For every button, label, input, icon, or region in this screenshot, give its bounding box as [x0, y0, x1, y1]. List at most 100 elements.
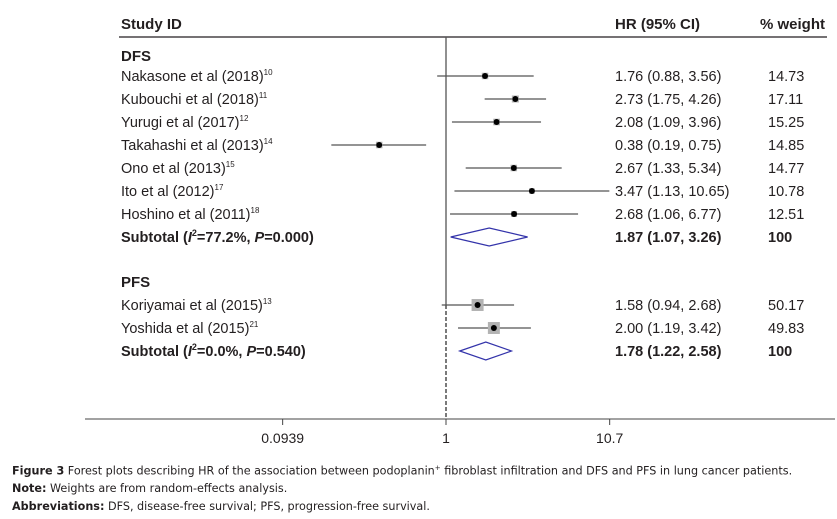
study-row: Yurugi et al (2017)12 2.08 (1.09, 3.96) 15…: [121, 114, 804, 131]
group-pfs: PFS Koriyamai et al (2015)13 1.58 (0.94, 2…: [121, 274, 804, 361]
study-row: Hoshino et al (2011)18 2.68 (1.06, 6.77) 1…: [121, 206, 804, 223]
subtotal-hr-ci: 1.78 (1.22, 2.58): [615, 344, 722, 360]
x-tick-label: 10.7: [596, 430, 623, 446]
note-text: Weights are from random-effects analysis…: [46, 482, 288, 495]
figure-text-b: fibroblast infiltration and DFS and PFS …: [440, 464, 793, 478]
point-estimate: [512, 96, 519, 102]
figure-text-a: Forest plots describing HR of the associ…: [64, 464, 435, 478]
study-label: Ono et al (2013)15: [121, 160, 235, 177]
study-ref: 18: [251, 206, 260, 215]
weight-value: 49.83: [768, 321, 804, 337]
point-estimate: [493, 119, 500, 125]
subtotal-label-part: Subtotal (: [121, 230, 188, 246]
note-label: Note:: [12, 482, 47, 495]
study-row: Kubouchi et al (2018)11 2.73 (1.75, 4.26)…: [121, 91, 803, 108]
study-ref: 14: [264, 137, 273, 146]
group-dfs: DFS Nakasone et al (2018)10 1.76 (0.88, 3.…: [121, 48, 804, 247]
header-hr-ci: HR (95% CI): [615, 16, 700, 33]
study-row: Nakasone et al (2018)10 1.76 (0.88, 3.56)…: [121, 68, 804, 85]
hr-ci-value: 1.58 (0.94, 2.68): [615, 298, 721, 314]
subtotal-label: Subtotal (I2=77.2%, P=0.000): [121, 228, 314, 246]
group-header: DFS: [121, 48, 151, 65]
subtotal-label-part: 2: [192, 342, 197, 352]
subtotal-row: Subtotal (I2=77.2%, P=0.000) 1.87 (1.07, …: [121, 227, 792, 247]
hr-ci-value: 2.08 (1.09, 3.96): [615, 115, 721, 131]
study-label: Yoshida et al (2015)21: [121, 320, 259, 337]
abbr-text: DFS, disease-free survival; PFS, progres…: [104, 500, 430, 513]
abbreviations-caption: Abbreviations: DFS, disease-free surviva…: [12, 501, 430, 512]
group-header: PFS: [121, 274, 150, 291]
study-ref: 17: [215, 183, 224, 192]
point-estimate: [511, 211, 518, 217]
study-ref: 10: [264, 68, 273, 77]
study-ref: 12: [240, 114, 249, 123]
x-tick-label: 1: [442, 430, 450, 446]
subtotal-label-part: =0.540): [256, 344, 306, 360]
note-caption: Note: Weights are from random-effects an…: [12, 483, 287, 494]
study-ref: 11: [259, 91, 268, 100]
study-label: Koriyamai et al (2015)13: [121, 297, 272, 314]
subtotal-label-part: =0.000): [264, 230, 314, 246]
weight-value: 15.25: [768, 115, 804, 131]
header-study-id: Study ID: [121, 16, 182, 33]
study-ref: 13: [263, 297, 272, 306]
point-estimate: [482, 73, 489, 79]
point-estimate: [474, 302, 481, 308]
figure-label: Figure 3: [12, 464, 65, 478]
weight-value: 14.85: [768, 138, 804, 154]
subtotal-weight: 100: [768, 344, 792, 360]
subtotal-label: Subtotal (I2=0.0%, P=0.540): [121, 342, 306, 360]
study-label: Nakasone et al (2018)10: [121, 68, 273, 85]
study-label: Kubouchi et al (2018)11: [121, 91, 268, 108]
weight-value: 10.78: [768, 184, 804, 200]
study-label: Hoshino et al (2011)18: [121, 206, 260, 223]
subtotal-label-part: 2: [192, 228, 197, 238]
study-row: Ito et al (2012)17 3.47 (1.13, 10.65) 10.7…: [121, 183, 804, 200]
forest-rows: DFS Nakasone et al (2018)10 1.76 (0.88, 3.…: [121, 48, 804, 361]
subtotal-label-part: I: [188, 230, 193, 246]
hr-ci-value: 1.76 (0.88, 3.56): [615, 69, 721, 85]
point-estimate: [528, 188, 535, 194]
weight-value: 12.51: [768, 207, 804, 223]
hr-ci-value: 2.68 (1.06, 6.77): [615, 207, 721, 223]
weight-value: 50.17: [768, 298, 804, 314]
subtotal-row: Subtotal (I2=0.0%, P=0.540) 1.78 (1.22, 2…: [121, 341, 792, 361]
forest-plot: Study ID HR (95% CI) % weight 0.0939 1 10.…: [85, 16, 835, 446]
point-estimate: [510, 165, 517, 171]
figure-caption: Figure 3 Forest plots describing HR of t…: [12, 465, 792, 477]
study-label: Yurugi et al (2017)12: [121, 114, 249, 131]
hr-ci-value: 2.00 (1.19, 3.42): [615, 321, 721, 337]
x-axis-ticks: 0.0939 1 10.7: [261, 419, 624, 446]
subtotal-label-part: P: [255, 230, 265, 246]
weight-value: 17.11: [768, 92, 803, 108]
hr-ci-value: 2.67 (1.33, 5.34): [615, 161, 721, 177]
hr-ci-value: 0.38 (0.19, 0.75): [615, 138, 721, 154]
subtotal-label-part: I: [188, 344, 193, 360]
study-row: Yoshida et al (2015)21 2.00 (1.19, 3.42) 4…: [121, 320, 804, 337]
point-estimate: [490, 325, 497, 331]
x-tick-label: 0.0939: [261, 430, 304, 446]
header-weight: % weight: [760, 16, 825, 33]
hr-ci-value: 3.47 (1.13, 10.65): [615, 184, 729, 200]
weight-value: 14.73: [768, 69, 804, 85]
study-label: Takahashi et al (2013)14: [121, 137, 273, 154]
study-ref: 15: [226, 160, 235, 169]
study-row: Takahashi et al (2013)14 0.38 (0.19, 0.75…: [121, 137, 804, 154]
subtotal-hr-ci: 1.87 (1.07, 3.26): [615, 230, 722, 246]
weight-value: 14.77: [768, 161, 804, 177]
study-row: Koriyamai et al (2015)13 1.58 (0.94, 2.68…: [121, 297, 804, 314]
study-label: Ito et al (2012)17: [121, 183, 224, 200]
abbr-label: Abbreviations:: [12, 500, 105, 513]
subtotal-label-part: =0.0%,: [197, 344, 247, 360]
subtotal-label-part: =77.2%,: [197, 230, 255, 246]
pooled-diamond: [450, 227, 528, 247]
point-estimate: [376, 142, 383, 148]
study-row: Ono et al (2013)15 2.67 (1.33, 5.34) 14.77: [121, 160, 804, 177]
study-ref: 21: [249, 320, 258, 329]
figure-sup: +: [434, 464, 441, 472]
pooled-diamond: [457, 341, 514, 361]
hr-ci-value: 2.73 (1.75, 4.26): [615, 92, 721, 108]
subtotal-label-part: P: [246, 344, 256, 360]
subtotal-label-part: Subtotal (: [121, 344, 188, 360]
subtotal-weight: 100: [768, 230, 792, 246]
